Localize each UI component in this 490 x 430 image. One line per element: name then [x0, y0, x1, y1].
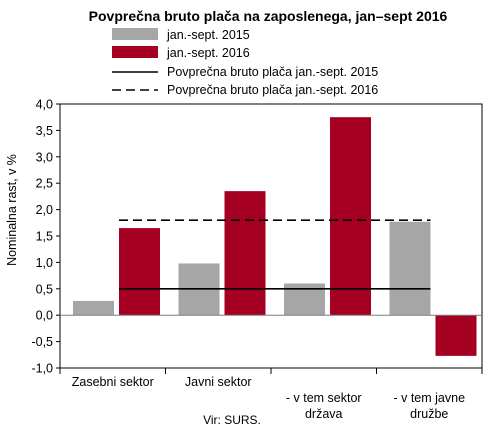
legend-label-avg-2016: Povprečna bruto plača jan.-sept. 2016: [167, 83, 378, 97]
x-category-label: - v tem javne: [393, 391, 465, 405]
plot-area: -1,0 -0,5 0,0 0,5 1,0 1,5 2,0 2,5 3,0 3,5 4,0 Zaseb…: [31, 98, 483, 421]
y-tick-label: -1,0: [31, 362, 53, 376]
x-category-label: - v tem sektor: [286, 391, 362, 405]
bar-series-1-cat-0: [119, 228, 160, 316]
y-tick-label: 1,0: [36, 256, 53, 270]
y-tick-label: 2,0: [36, 203, 53, 217]
y-tick-label: 3,5: [36, 124, 53, 138]
legend: jan.-sept. 2015 jan.-sept. 2016 Povprečn…: [112, 28, 378, 97]
y-tick-label: -0,5: [31, 335, 53, 349]
bar-series-0-cat-0: [73, 300, 114, 316]
x-category-label: Javni sektor: [185, 375, 252, 389]
legend-label-avg-2015: Povprečna bruto plača jan.-sept. 2015: [167, 65, 378, 79]
x-category-label: družbe: [410, 407, 448, 421]
y-tick-label: 2,5: [36, 177, 53, 191]
bar-series-1-cat-3: [435, 315, 477, 356]
source-note: Vir: SURS.: [203, 413, 261, 427]
y-tick-label: 3,0: [36, 150, 53, 164]
bar-series-1-cat-2: [330, 117, 371, 316]
legend-label-2016: jan.-sept. 2016: [166, 46, 250, 60]
bar-series-1-cat-1: [224, 191, 266, 316]
legend-swatch-2015: [112, 28, 158, 40]
legend-label-2015: jan.-sept. 2015: [166, 28, 250, 42]
chart-title: Povprečna bruto plača na zaposlenega, ja…: [89, 8, 448, 24]
y-axis-label: Nominalna rast, v %: [5, 154, 19, 266]
x-category-label: Zasebni sektor: [72, 375, 154, 389]
bar-series-0-cat-3: [389, 221, 431, 316]
y-tick-label: 0,0: [36, 309, 53, 323]
y-tick-label: 1,5: [36, 230, 53, 244]
legend-swatch-2016: [112, 46, 158, 58]
y-tick-label: 4,0: [36, 98, 53, 112]
x-category-label: država: [305, 407, 343, 421]
y-tick-label: 0,5: [36, 282, 53, 296]
